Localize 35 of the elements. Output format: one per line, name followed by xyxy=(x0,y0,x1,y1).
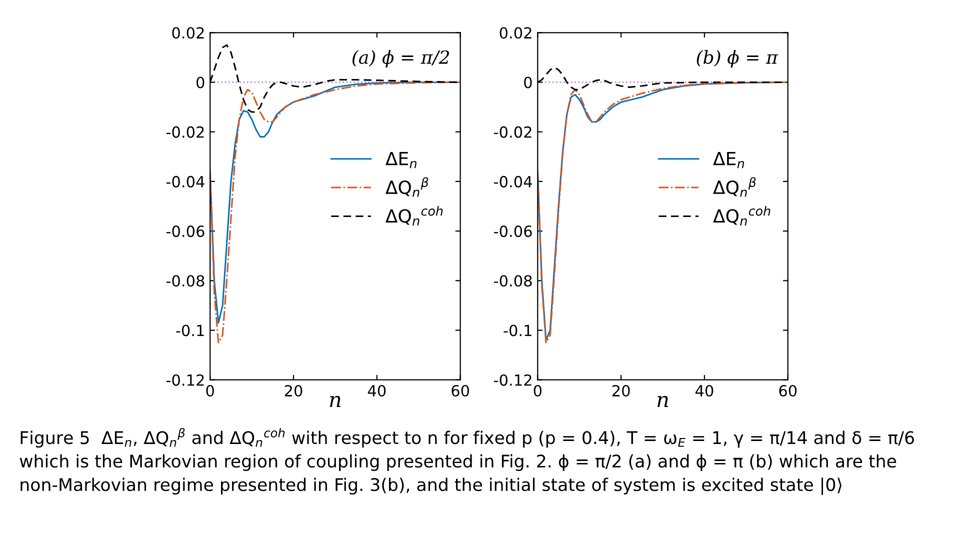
y-tick-label: -0.1 xyxy=(504,324,532,336)
x-axis-title: n xyxy=(658,396,668,407)
y-tick-label: -0.12 xyxy=(494,374,532,386)
y-tick-label: 0.02 xyxy=(172,27,204,39)
legend-label: ΔQ$_{n}$$^{coh}$ xyxy=(713,206,770,226)
y-tick-label: -0.08 xyxy=(494,275,532,287)
x-tick-label: 60 xyxy=(452,384,470,397)
x-tick-label: 20 xyxy=(284,384,302,397)
y-tick-label: -0.04 xyxy=(166,176,204,188)
y-tick-label: -0.02 xyxy=(494,126,532,138)
x-tick-label: 40 xyxy=(696,384,714,397)
x-tick-label: 0 xyxy=(534,384,542,397)
y-tick-label: -0.12 xyxy=(166,374,204,386)
y-tick-label: 0 xyxy=(196,76,204,88)
x-tick-label: 40 xyxy=(368,384,386,397)
y-tick-label: 0 xyxy=(524,76,532,88)
x-tick-label: 20 xyxy=(612,384,630,397)
x-axis-title: n xyxy=(330,396,340,407)
y-tick-label: 0.02 xyxy=(500,27,532,39)
y-tick-label: -0.08 xyxy=(166,275,204,287)
y-tick-label: -0.04 xyxy=(494,176,532,188)
y-tick-label: -0.06 xyxy=(166,226,204,238)
x-tick-label: 60 xyxy=(779,384,797,397)
legend-label: ΔQ$_{n}$$^{β}$ xyxy=(386,177,428,197)
annotation: (a) ϕ = π/2 xyxy=(352,50,450,68)
y-tick-label: -0.02 xyxy=(166,126,204,138)
legend-label: ΔE$_{n}$ xyxy=(386,152,416,168)
legend-label: ΔE$_{n}$ xyxy=(713,152,744,168)
x-tick-label: 0 xyxy=(206,384,214,397)
legend-label: ΔQ$_{n}$$^{coh}$ xyxy=(386,206,443,226)
annotation: (b) ϕ = π xyxy=(696,50,778,68)
y-tick-label: -0.06 xyxy=(494,226,532,238)
y-tick-label: -0.1 xyxy=(176,324,204,336)
legend-label: ΔQ$_{n}$$^{β}$ xyxy=(713,177,756,197)
text: Figure 5 ΔE$_{n}$, ΔQ$_{n}$$^{β}$ and ΔQ$_{n}$$^{coh}$ with respect to n for fixed p (p = 0.4), T = ω$_{E}$ = 1, γ = π/14 and δ = π/6 which is the Markovian region of coupling presented in Fig. 2. ϕ = π/2 (a) and ϕ = π (b) which are the non-Markovian regime presented in Fig. 3(b), and the initial state of system is excited state |0⟩ xyxy=(20,428,914,496)
